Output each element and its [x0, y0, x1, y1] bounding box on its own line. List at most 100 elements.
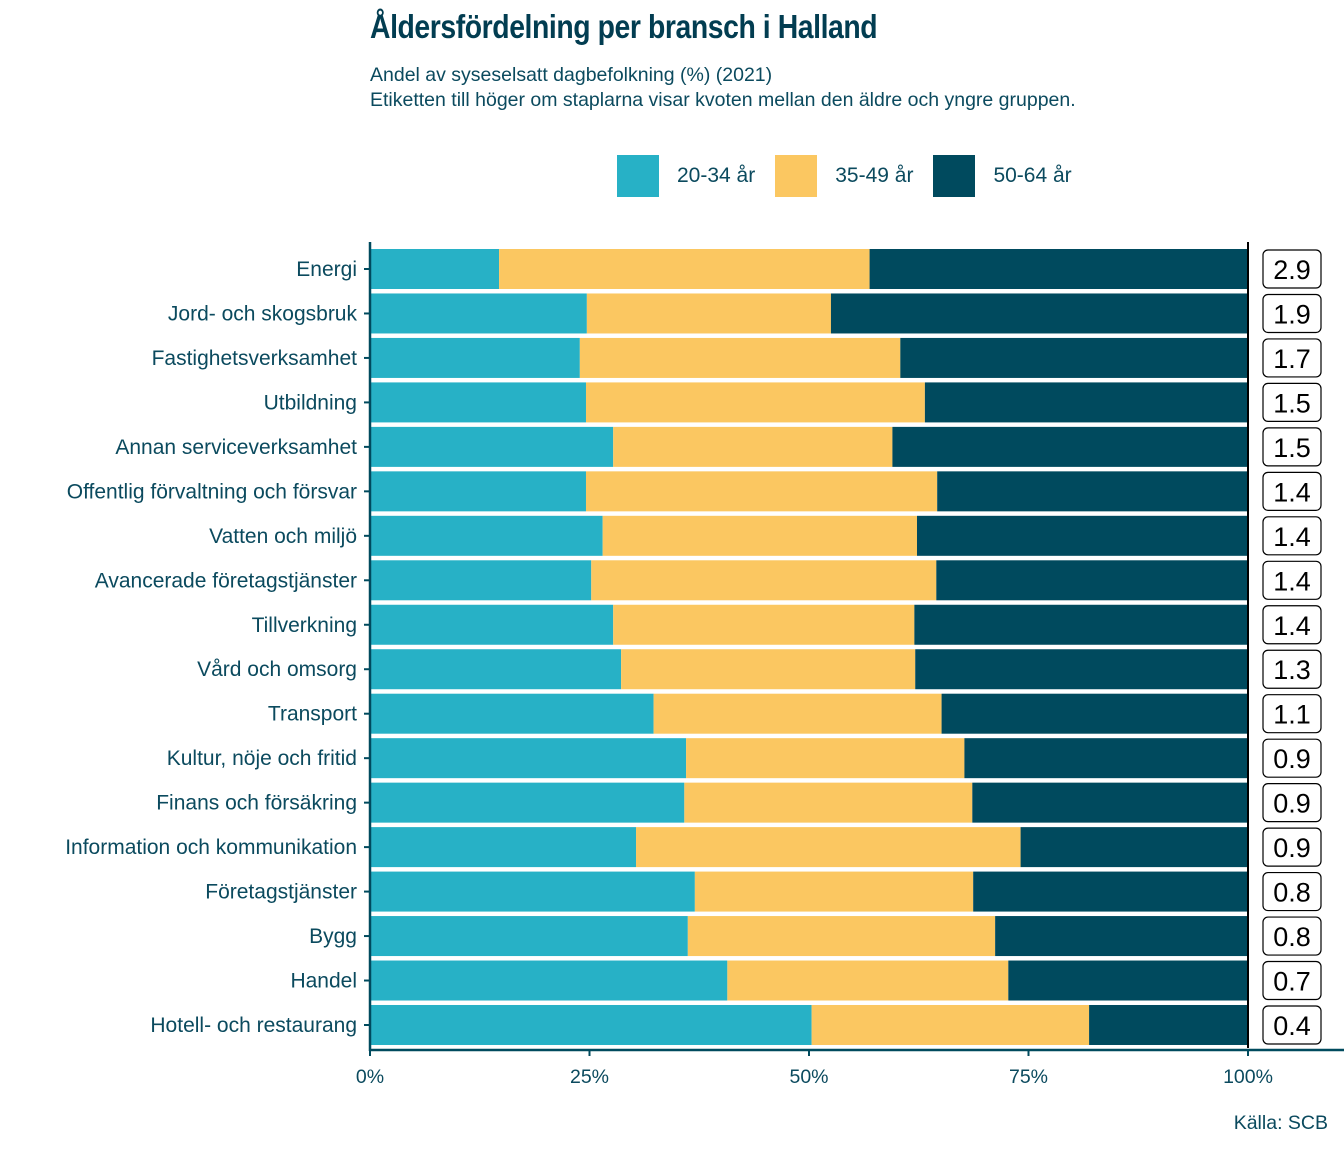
ratio-label-text: 1.3 — [1273, 655, 1311, 685]
ratio-label-box — [1262, 516, 1322, 556]
bar-segment-20-34-år — [370, 649, 622, 690]
ratio-label-box — [1262, 649, 1322, 689]
bar-segment-20-34-år — [370, 249, 500, 289]
bar-segment-50-64-år — [1008, 960, 1248, 1001]
bar-row-fastighetsverksamhet — [370, 337, 1248, 378]
ratio-label-text: 0.4 — [1273, 1011, 1311, 1041]
bar-row-kultur-nöje-och-fritid — [370, 738, 1248, 779]
ratio-label-text: 0.9 — [1273, 833, 1311, 863]
bar-segment-20-34-år — [370, 426, 614, 467]
legend-swatch-35-49 — [775, 155, 818, 197]
legend-swatch-20-34 — [617, 155, 659, 197]
bar-segment-50-64-år — [1089, 1004, 1248, 1045]
bar-row-vård-och-omsorg — [370, 649, 1248, 690]
bar-row-jord-och-skogsbruk — [370, 293, 1248, 334]
ratio-label: 1.4 — [1262, 516, 1322, 556]
bar-segment-20-34-år — [370, 738, 687, 779]
ratio-label-text: 0.9 — [1273, 789, 1311, 819]
bar-segment-20-34-år — [370, 337, 580, 378]
bar-row-energi — [370, 249, 1248, 289]
ratio-label-text: 1.7 — [1273, 344, 1311, 374]
bar-segment-50-64-år — [924, 382, 1248, 423]
y-tick-label: Information och kommunikation — [65, 836, 357, 859]
legend-item-20-34: 20-34 år — [617, 155, 755, 197]
legend-label-35-49: 35-49 år — [835, 164, 914, 187]
y-tick-label: Jord- och skogsbruk — [168, 302, 358, 325]
x-tick-label: 75% — [1009, 1066, 1048, 1088]
ratio-label: 0.8 — [1262, 916, 1322, 956]
ratio-label-box — [1262, 382, 1322, 423]
bar-segment-50-64-år — [972, 782, 1248, 823]
bar-row-offentlig-förvaltning-och-försvar — [370, 471, 1248, 512]
ratio-label: 2.9 — [1262, 249, 1322, 289]
y-tick-label: Energi — [296, 258, 357, 281]
ratio-label: 1.7 — [1262, 338, 1322, 378]
ratio-label-box — [1262, 471, 1322, 511]
bar-segment-20-34-år — [370, 827, 637, 868]
bar-segment-50-64-år — [914, 604, 1248, 645]
legend: 20-34 år 35-49 år 50-64 år — [617, 155, 1092, 197]
x-tick-label: 50% — [789, 1066, 828, 1088]
ratio-labels: 2.9 1.9 1.7 1.5 1.5 1.4 1.4 1.4 1.4 1.3 1.1 0.9 0.9 0… — [1262, 249, 1322, 1045]
ratio-label-box — [1262, 1005, 1322, 1045]
bar-segment-35-49-år — [811, 1004, 1090, 1045]
bar-segment-50-64-år — [964, 738, 1248, 779]
bar-segment-50-64-år — [973, 871, 1248, 912]
y-tick-label: Vatten och miljö — [209, 525, 357, 548]
chart-title: Åldersfördelning per bransch i Halland — [370, 8, 878, 45]
ratio-label: 0.9 — [1262, 827, 1322, 867]
bar-segment-20-34-år — [370, 471, 586, 512]
bar-segment-35-49-år — [653, 693, 942, 734]
bar-row-vatten-och-miljö — [370, 515, 1248, 556]
bar-segment-35-49-år — [499, 249, 870, 289]
bar-segment-20-34-år — [370, 604, 614, 645]
y-axis-labels: Energi Jord- och skogsbruk Fastighetsverks… — [65, 258, 357, 1037]
bar-row-annan-serviceverksamhet — [370, 426, 1248, 467]
ratio-label-box — [1262, 605, 1322, 645]
bar-segment-35-49-år — [684, 782, 973, 823]
bar-segment-20-34-år — [370, 960, 728, 1001]
ratio-label-box — [1262, 427, 1322, 467]
y-tick-label: Offentlig förvaltning och försvar — [67, 480, 357, 503]
y-tick-label: Vård och omsorg — [197, 658, 357, 681]
bar-row-bygg — [370, 916, 1248, 957]
bar-segment-35-49-år — [621, 649, 916, 690]
y-tick-label: Utbildning — [264, 391, 357, 414]
bar-segment-50-64-år — [995, 916, 1248, 957]
bar-segment-20-34-år — [370, 1004, 812, 1045]
x-tick-label: 100% — [1223, 1066, 1273, 1088]
chart-subtitle: Andel av syseselsatt dagbefolkning (%) (… — [370, 63, 1076, 113]
bar-segment-50-64-år — [869, 249, 1248, 289]
y-tick-label: Kultur, nöje och fritid — [167, 747, 357, 770]
bar-segment-35-49-år — [613, 426, 893, 467]
legend-item-50-64: 50-64 år — [933, 155, 1072, 197]
bar-row-tillverkning — [370, 604, 1248, 645]
bar-segment-50-64-år — [900, 337, 1248, 378]
x-tick-label: 25% — [570, 1066, 609, 1088]
bar-segment-35-49-år — [585, 382, 925, 423]
bar-segment-50-64-år — [936, 560, 1248, 601]
y-tick-label: Fastighetsverksamhet — [152, 347, 358, 370]
bar-row-information-och-kommunikation — [370, 827, 1248, 868]
ratio-label-text: 1.4 — [1273, 566, 1311, 596]
bar-row-företagstjänster — [370, 871, 1248, 912]
y-tick-label: Avancerade företagstjänster — [95, 569, 357, 592]
bar-row-finans-och-försäkring — [370, 782, 1248, 823]
x-tick-label: 0% — [356, 1066, 384, 1088]
ratio-label-text: 0.8 — [1273, 922, 1311, 952]
ratio-label: 1.5 — [1262, 382, 1322, 423]
bar-segment-50-64-år — [1020, 827, 1248, 868]
ratio-label-text: 0.8 — [1273, 878, 1311, 908]
y-tick-label: Tillverkning — [252, 614, 357, 637]
source-note: Källa: SCB — [1233, 1112, 1328, 1134]
ratio-label-text: 1.4 — [1273, 477, 1311, 507]
y-tick-label: Bygg — [309, 925, 357, 948]
ratio-label-text: 1.1 — [1273, 700, 1311, 730]
bar-segment-35-49-år — [727, 960, 1009, 1001]
bar-segment-35-49-år — [636, 827, 1021, 868]
ratio-label-text: 2.9 — [1273, 255, 1311, 285]
legend-item-35-49: 35-49 år — [775, 155, 913, 197]
y-tick-label: Transport — [268, 703, 357, 726]
ratio-label: 1.4 — [1262, 471, 1322, 511]
